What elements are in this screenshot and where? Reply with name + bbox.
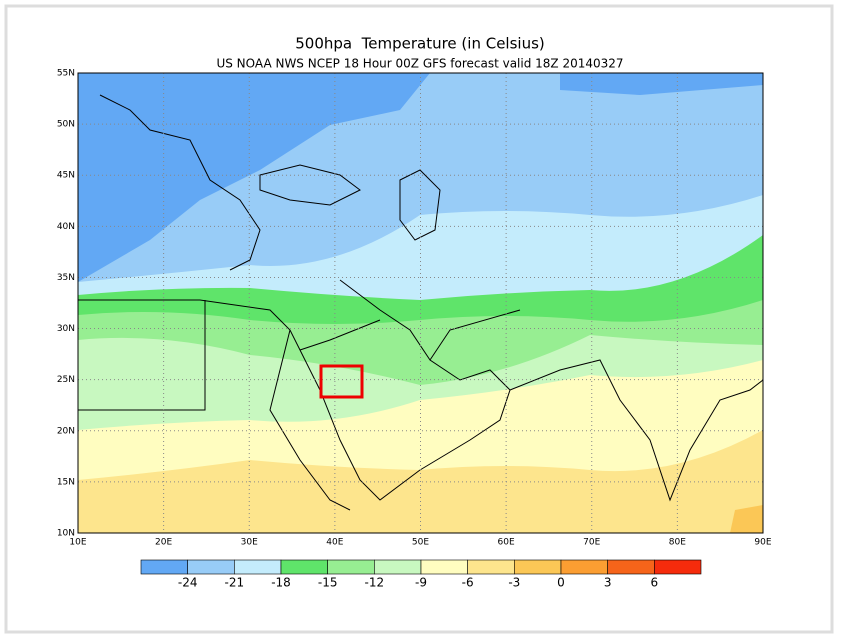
colorbar-label: -24 <box>178 576 198 590</box>
lon-tick-label: 60E <box>498 538 515 548</box>
lon-tick-label: 30E <box>241 538 258 548</box>
lat-tick-label: 50N <box>57 120 75 130</box>
lon-tick-label: 80E <box>669 538 686 548</box>
lat-tick-label: 15N <box>57 477 75 487</box>
lat-tick-label: 20N <box>57 426 75 436</box>
lon-tick-label: 40E <box>326 538 343 548</box>
subtitle: US NOAA NWS NCEP 18 Hour 00Z GFS forecas… <box>216 57 623 71</box>
plot-border <box>77 72 764 534</box>
lat-tick-label: 55N <box>57 69 75 79</box>
colorbar-box <box>467 559 515 575</box>
colorbar-label: -9 <box>415 576 427 590</box>
lon-tick-label: 10E <box>69 538 86 548</box>
colorbar-label: -3 <box>508 576 520 590</box>
colorbar-label: 0 <box>557 576 565 590</box>
colorbar-label: -12 <box>365 576 385 590</box>
highlight-box <box>319 364 364 399</box>
graticule <box>78 73 763 533</box>
colorbar-box <box>607 559 655 575</box>
band <box>730 505 763 533</box>
colorbar-box <box>560 559 608 575</box>
colorbar-label: -15 <box>318 576 338 590</box>
lat-tick-label: 45N <box>57 171 75 181</box>
lat-tick-label: 25N <box>57 375 75 385</box>
colorbar-label: 6 <box>651 576 659 590</box>
colorbar-box <box>280 559 328 575</box>
lat-tick-label: 35N <box>57 273 75 283</box>
colorbar-label: 3 <box>604 576 612 590</box>
colorbar-box <box>374 559 422 575</box>
lat-tick-label: 30N <box>57 324 75 334</box>
band <box>560 73 763 95</box>
colorbar-box <box>514 559 562 575</box>
colorbar-box <box>234 559 282 575</box>
colorbar-box <box>420 559 468 575</box>
colorbar-label: -18 <box>271 576 291 590</box>
colorbar-label: -21 <box>225 576 245 590</box>
lat-tick-label: 40N <box>57 222 75 232</box>
lon-tick-label: 50E <box>412 538 429 548</box>
colorbar-box <box>654 559 702 575</box>
colorbar-box <box>140 559 188 575</box>
lon-tick-label: 70E <box>583 538 600 548</box>
colorbar-box <box>187 559 235 575</box>
title: 500hpa Temperature (in Celsius) <box>295 35 545 53</box>
lon-tick-label: 20E <box>155 538 172 548</box>
colorbar-box <box>327 559 375 575</box>
colorbar-label: -6 <box>462 576 474 590</box>
lat-tick-label: 10N <box>57 529 75 539</box>
band <box>78 73 430 282</box>
lon-tick-label: 90E <box>754 538 771 548</box>
